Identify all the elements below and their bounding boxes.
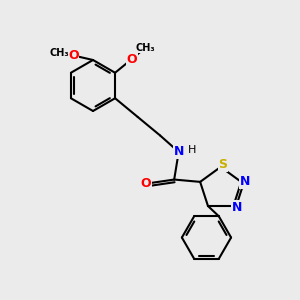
Text: N: N [240, 176, 250, 188]
Text: O: O [68, 49, 79, 62]
Text: O: O [126, 53, 137, 66]
Text: O: O [141, 177, 151, 190]
Text: CH₃: CH₃ [135, 43, 155, 53]
Text: S: S [219, 158, 228, 171]
Text: H: H [188, 145, 196, 154]
Text: N: N [232, 201, 242, 214]
Text: CH₃: CH₃ [49, 48, 69, 58]
Text: N: N [173, 146, 184, 158]
